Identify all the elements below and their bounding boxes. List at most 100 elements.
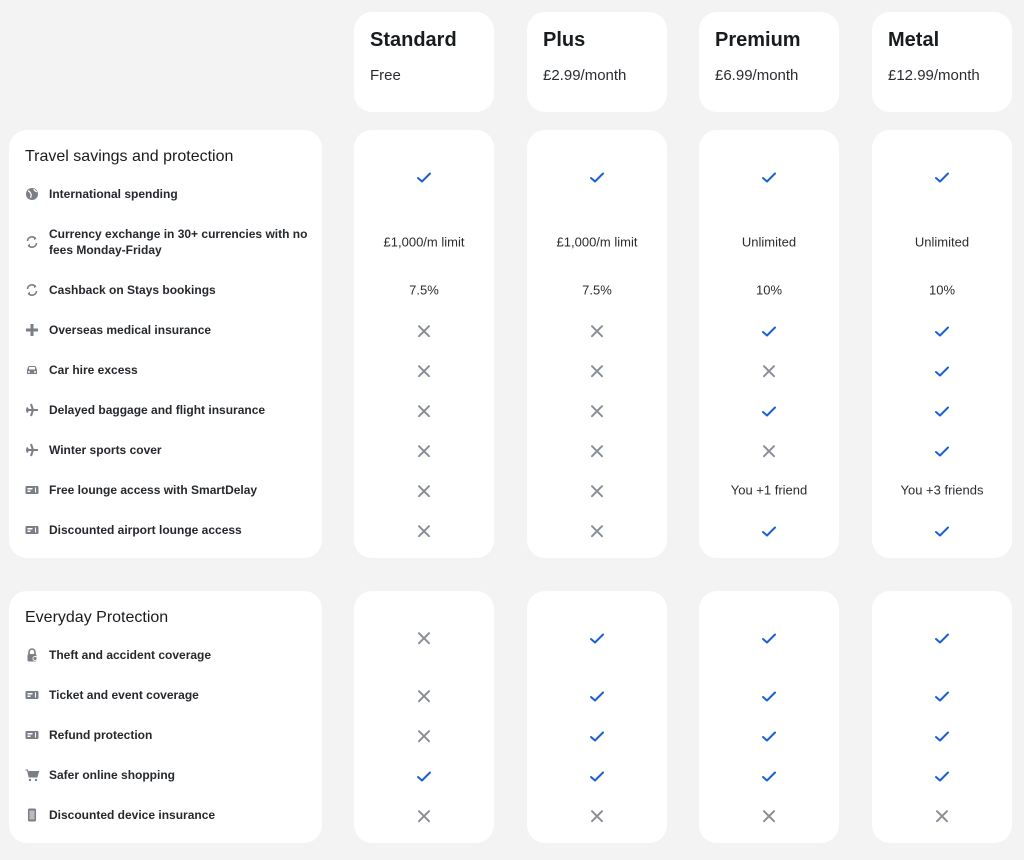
cross-icon [418, 444, 430, 457]
section-label-card: Travel savings and protection Internation… [9, 130, 322, 558]
plan-header-card: Premium £6.99/month [699, 12, 839, 112]
plan-column-card [354, 591, 494, 843]
cross-icon [418, 524, 430, 537]
feature-value: Unlimited [741, 234, 797, 250]
feature-value [354, 442, 494, 458]
feature-value: 7.5% [582, 282, 612, 298]
feature-value [872, 728, 1012, 743]
feature-value [872, 169, 1012, 184]
check-icon [762, 172, 776, 183]
feature-row-label: Refund protection [25, 727, 315, 743]
feature-value [354, 522, 494, 538]
cross-icon [591, 364, 603, 377]
feature-value [872, 630, 1012, 645]
feature-value [354, 482, 494, 498]
check-icon [762, 771, 776, 782]
feature-label: Theft and accident coverage [49, 648, 212, 662]
plan-header-card: Standard Free [354, 12, 494, 112]
check-icon [935, 731, 949, 742]
plan-price: £12.99/month [888, 67, 980, 84]
cross-icon [591, 809, 603, 822]
feature-label: Car hire excess [49, 363, 138, 377]
cross-icon [763, 364, 775, 377]
ticket-icon [25, 731, 39, 739]
plan-column-card [527, 591, 667, 843]
feature-value [872, 403, 1012, 418]
feature-value [872, 523, 1012, 538]
ticket-icon [25, 691, 39, 699]
feature-row-label: Theft and accident coverage [25, 647, 315, 663]
ticket-icon [25, 526, 39, 534]
feature-value: £1,000/m limit [556, 234, 638, 250]
feature-label: Discounted airport lounge access [49, 523, 242, 537]
feature-value [354, 629, 494, 645]
exchange-icon [26, 236, 38, 248]
feature-value [354, 727, 494, 743]
check-icon [935, 172, 949, 183]
check-icon [935, 691, 949, 702]
feature-value [527, 482, 667, 498]
feature-value [699, 688, 839, 703]
feature-value: 7.5% [409, 282, 439, 298]
feature-value [527, 169, 667, 184]
check-icon [935, 633, 949, 644]
plan-header-card: Metal £12.99/month [872, 12, 1012, 112]
cross-icon [418, 631, 430, 644]
check-icon [935, 366, 949, 377]
feature-value [354, 322, 494, 338]
feature-value [354, 768, 494, 783]
feature-row-label: Car hire excess [25, 362, 315, 378]
feature-label: International spending [49, 187, 178, 201]
check-icon [935, 326, 949, 337]
exchange-icon [26, 284, 38, 296]
feature-row-label: Cashback on Stays bookings [25, 282, 315, 298]
feature-value [527, 688, 667, 703]
plan-column-card [872, 591, 1012, 843]
feature-value [354, 402, 494, 418]
feature-value [699, 169, 839, 184]
section-title: Travel savings and protection [25, 148, 234, 165]
cross-icon [418, 324, 430, 337]
feature-row-label: Discounted airport lounge access [25, 522, 315, 538]
feature-value [354, 169, 494, 184]
feature-value [527, 728, 667, 743]
feature-value [699, 630, 839, 645]
lock-shield-icon [27, 648, 38, 662]
check-icon [762, 326, 776, 337]
check-icon [590, 633, 604, 644]
check-icon [590, 172, 604, 183]
feature-value [527, 630, 667, 645]
feature-value: £1,000/m limit [383, 234, 465, 250]
feature-value [872, 688, 1012, 703]
plan-name: Standard [370, 29, 457, 51]
cross-icon [418, 484, 430, 497]
feature-value: Unlimited [914, 234, 970, 250]
feature-value [699, 362, 839, 378]
plan-column-card: Unlimited 10% You +3 friends [872, 130, 1012, 558]
feature-value [872, 807, 1012, 823]
feature-value [527, 402, 667, 418]
feature-label: Delayed baggage and flight insurance [49, 403, 266, 417]
car-icon [27, 366, 37, 374]
plan-header-card: Plus £2.99/month [527, 12, 667, 112]
feature-value [699, 523, 839, 538]
feature-value [527, 322, 667, 338]
plan-column-card: £1,000/m limit 7.5% [527, 130, 667, 558]
phone-icon [28, 808, 36, 822]
check-icon [762, 526, 776, 537]
feature-value [354, 362, 494, 378]
feature-label: Winter sports cover [49, 443, 162, 457]
feature-value [699, 442, 839, 458]
section-label-card: Everyday Protection Theft and accident co… [9, 591, 322, 843]
feature-value: You +3 friends [900, 482, 984, 498]
feature-label: Free lounge access with SmartDelay [49, 483, 258, 497]
plan-name: Premium [715, 29, 801, 51]
plan-name: Metal [888, 29, 940, 51]
cross-icon [591, 444, 603, 457]
check-icon [935, 446, 949, 457]
feature-row-label: Currency exchange in 30+ currencies with… [25, 226, 315, 258]
cross-icon [763, 809, 775, 822]
plane-icon [26, 443, 38, 457]
feature-value [527, 362, 667, 378]
check-icon [417, 172, 431, 183]
